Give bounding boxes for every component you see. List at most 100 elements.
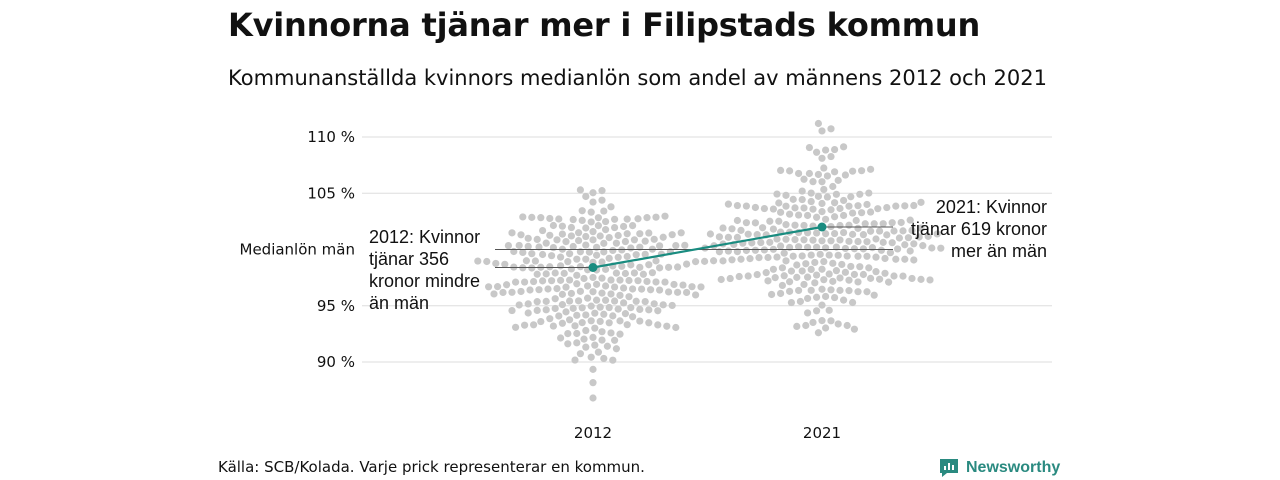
municipality-dot [836,204,844,213]
municipality-dot [814,329,823,337]
municipality-dot [910,201,918,210]
municipality-dot [537,317,545,326]
municipality-dot [854,288,862,296]
municipality-dot [670,280,678,289]
municipality-dot [587,218,595,226]
annotation-2021-line: tjänar 619 kronor [911,219,1047,239]
municipality-dot [805,143,814,152]
municipality-dot [809,318,817,327]
municipality-dot [766,238,774,246]
municipality-dot [901,241,909,249]
municipality-dot [751,203,760,212]
municipality-dot [589,228,597,236]
annotation-2012-line: kronor mindre [369,271,480,291]
municipality-dot [710,257,718,265]
municipality-dot [639,270,648,278]
municipality-dot [546,231,554,239]
municipality-dot [623,321,631,329]
municipality-dot [892,255,900,263]
municipality-dot [542,297,550,305]
municipality-dot [755,253,763,262]
municipality-dot [585,248,594,256]
municipality-dot [742,219,751,227]
municipality-dot [811,279,819,287]
municipality-dot [811,258,819,267]
municipality-dot [576,186,585,194]
municipality-dot [845,221,853,229]
municipality-dot [567,289,576,298]
municipality-dot [692,291,700,299]
municipality-dot [611,215,619,223]
municipality-dot [650,235,658,243]
municipality-dot [634,277,642,285]
municipality-dot [566,250,574,258]
municipality-dot [623,252,631,261]
municipality-dot [856,190,864,198]
municipality-dot [636,230,644,238]
municipality-dot [798,252,806,260]
municipality-dot [627,261,635,269]
municipality-dot [558,222,567,230]
municipality-dot [582,343,590,351]
municipality-dot [679,281,687,289]
municipality-dot [627,304,635,312]
municipality-dot [616,317,624,325]
municipality-dot [827,286,835,294]
municipality-dot [856,263,864,271]
municipality-dot [621,310,630,318]
municipality-dot [602,217,610,226]
municipality-dot [841,268,850,276]
municipality-dot [494,283,502,291]
municipality-dot [915,233,923,241]
municipality-dot [820,164,828,172]
municipality-dot [645,306,653,314]
municipality-dot [504,241,512,250]
municipality-dot [629,313,637,321]
brand-name: Newsworthy [966,459,1061,476]
municipality-dot [627,244,635,252]
municipality-dot [589,288,597,296]
municipality-dot [576,350,585,358]
municipality-dot [589,273,597,282]
brand-logo: Newsworthy [938,457,1060,479]
municipality-dot [919,242,927,250]
municipality-dot [818,237,826,245]
municipality-dot [573,271,581,279]
municipality-dot [885,278,893,286]
municipality-dot [827,237,835,245]
highlight-line [592,225,823,269]
municipality-dot [827,317,835,325]
municipality-dot [852,216,860,225]
municipality-dot [733,201,742,210]
municipality-dot [665,263,673,271]
municipality-dot [829,277,837,285]
municipality-dot [535,243,543,251]
municipality-dot [793,273,801,281]
municipality-dot [616,276,624,284]
municipality-dot [578,207,586,215]
municipality-dot [510,247,518,256]
municipality-dot [910,256,918,264]
municipality-dot [800,280,808,289]
municipality-dot [859,270,868,279]
municipality-dot [775,199,783,207]
municipality-dot [802,321,810,330]
municipality-dot [868,244,877,252]
municipality-dot [575,236,583,245]
municipality-dot [901,202,909,210]
municipality-dot [530,277,538,286]
municipality-dot [656,286,664,294]
municipality-dot [854,278,862,286]
municipality-dot [555,215,563,223]
municipality-dot [582,192,590,201]
municipality-dot [648,269,657,277]
municipality-dot [881,269,889,277]
municipality-dot [582,255,590,263]
municipality-dot [818,317,826,325]
municipality-dot [917,275,925,283]
municipality-dot [809,236,817,244]
municipality-dot [589,333,597,342]
municipality-dot [623,215,631,223]
municipality-dot [555,312,563,320]
municipality-dot [831,199,839,207]
